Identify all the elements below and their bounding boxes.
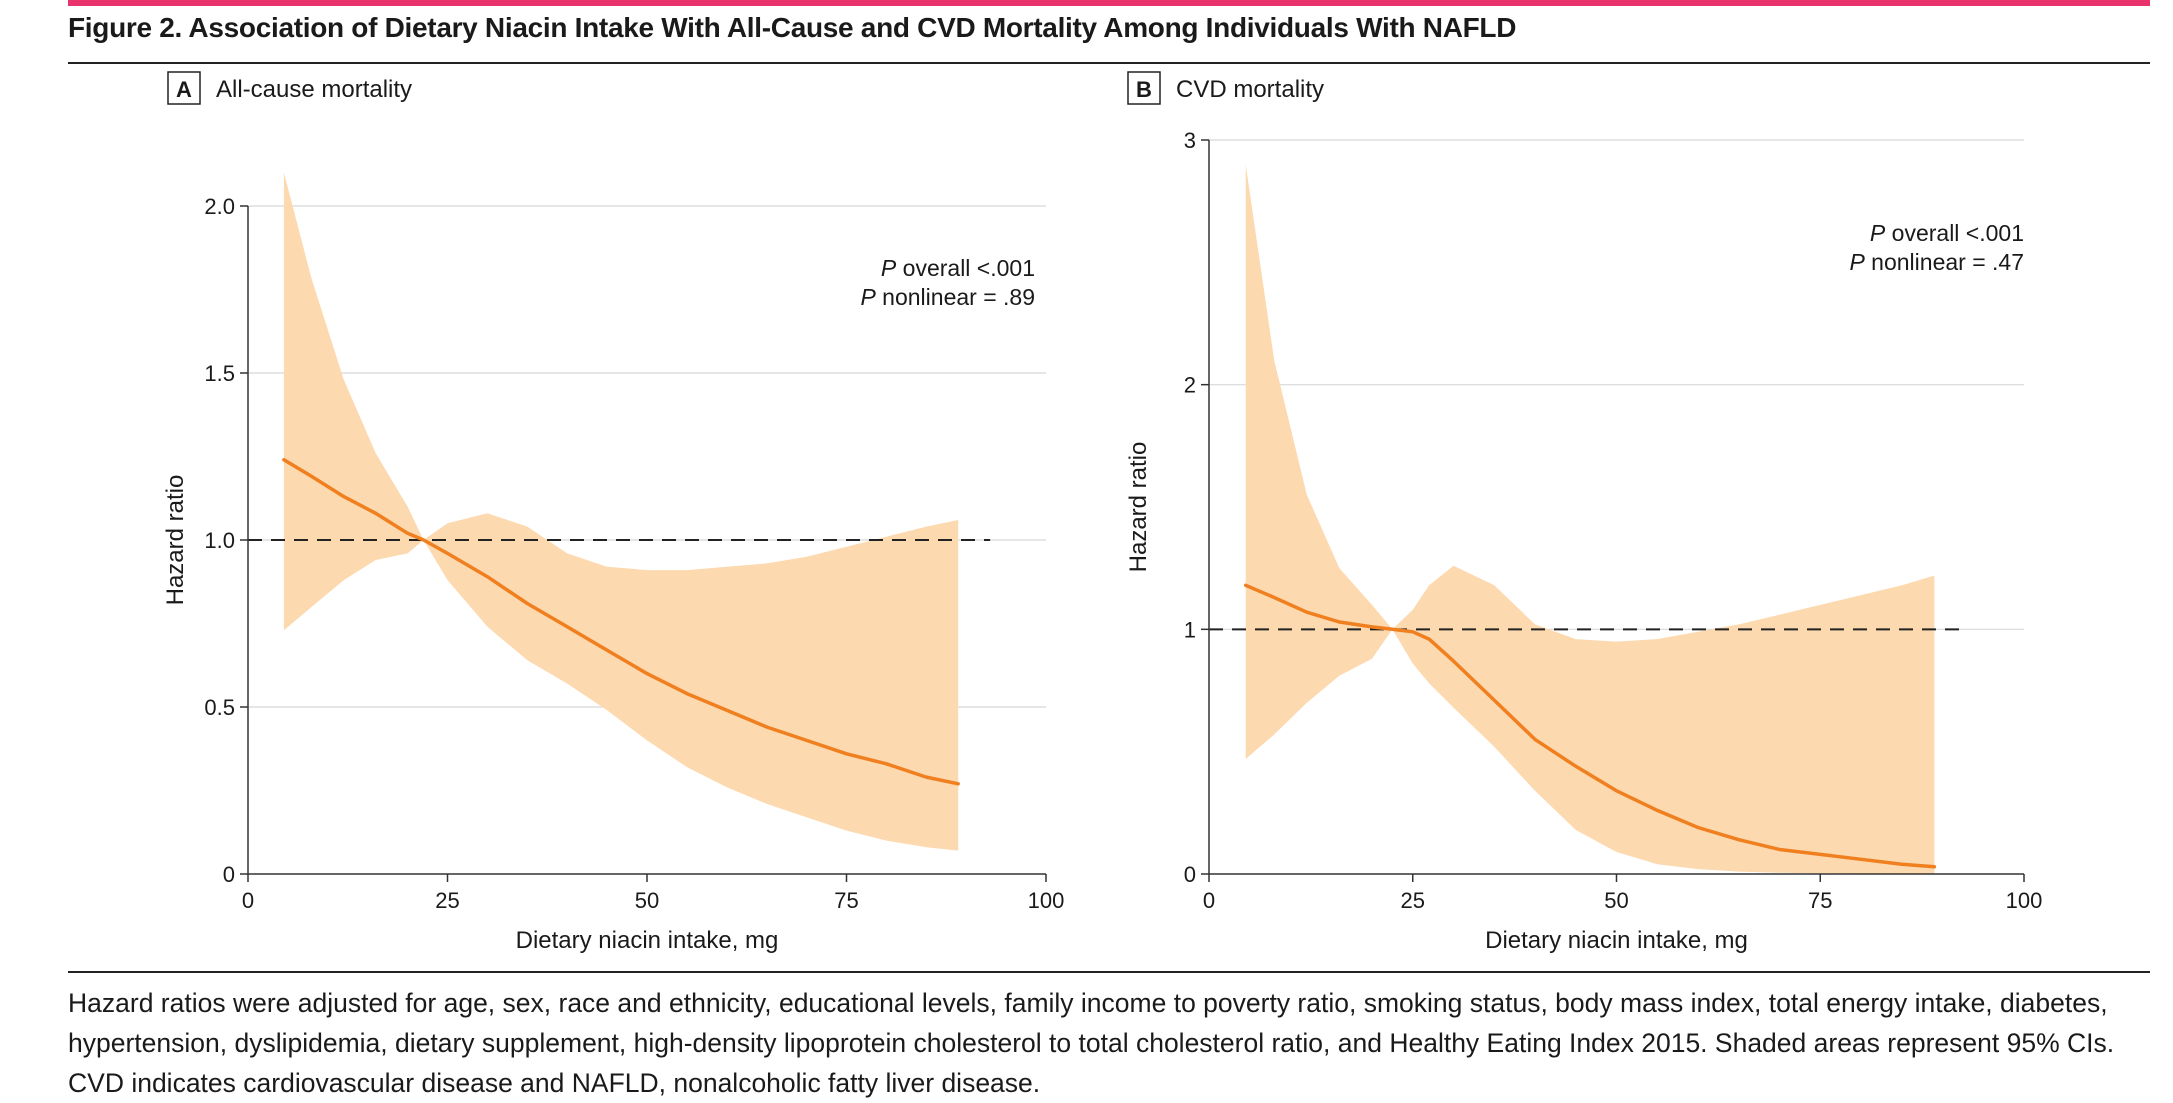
y-tick-label-1: 0.5	[204, 695, 235, 720]
caption-divider	[68, 971, 2150, 973]
x-tick-label-4: 100	[2006, 888, 2043, 913]
panel-b-chart: B CVD mortality 0 1 2 3 0 25 50 75 100 Dietary niac…	[1125, 71, 2043, 954]
x-axis-label: Dietary niacin intake, mg	[516, 927, 779, 954]
panel-letter: B	[1136, 77, 1152, 102]
panel-letter-box	[167, 71, 201, 105]
panel-title: CVD mortality	[1176, 76, 1324, 103]
x-axis-label: Dietary niacin intake, mg	[1485, 927, 1748, 954]
x-tick-label-0: 0	[1203, 888, 1215, 913]
y-tick-label-1: 1	[1184, 617, 1196, 642]
y-tick-label-0: 0	[223, 862, 235, 887]
y-tick-label-2: 2	[1184, 373, 1196, 398]
x-tick-label-1: 25	[435, 888, 459, 913]
y-tick-label-0: 0	[1184, 862, 1196, 887]
panel-a-chart: A All-cause mortality 0 0.5 1.0 1.5 2.0 0 25 50 75…	[162, 71, 1065, 954]
confidence-band	[1245, 164, 1935, 874]
hazard-ratio-line	[282, 458, 960, 786]
confidence-band	[283, 172, 959, 851]
accent-top-rule	[68, 0, 2150, 6]
y-tick-label-3: 3	[1184, 128, 1196, 153]
x-tick-label-1: 25	[1401, 888, 1425, 913]
panel-letter-box	[1127, 71, 1161, 105]
p-nonlinear-annotation: P nonlinear = .89	[860, 284, 1035, 310]
title-divider	[68, 62, 2150, 64]
panel-title: All-cause mortality	[216, 76, 412, 103]
x-tick-label-3: 75	[1808, 888, 1832, 913]
panel-letter: A	[176, 77, 192, 102]
x-tick-label-2: 50	[635, 888, 659, 913]
p-overall-annotation: P overall <.001	[1870, 220, 2024, 246]
p-nonlinear-annotation: P nonlinear = .47	[1849, 249, 2024, 275]
x-tick-label-4: 100	[1028, 888, 1065, 913]
y-tick-label-4: 2.0	[204, 194, 235, 219]
p-overall-annotation: P overall <.001	[881, 255, 1035, 281]
figure-caption: Hazard ratios were adjusted for age, sex…	[68, 988, 2115, 1098]
hazard-ratio-line	[1243, 583, 1937, 869]
y-axis-label: Hazard ratio	[162, 475, 189, 606]
y-tick-label-2: 1.0	[204, 528, 235, 553]
x-tick-label-0: 0	[242, 888, 254, 913]
y-tick-label-3: 1.5	[204, 361, 235, 386]
figure-title: Figure 2. Association of Dietary Niacin …	[68, 12, 1517, 43]
y-axis-label: Hazard ratio	[1125, 442, 1152, 573]
x-tick-label-3: 75	[834, 888, 858, 913]
x-tick-label-2: 50	[1604, 888, 1628, 913]
